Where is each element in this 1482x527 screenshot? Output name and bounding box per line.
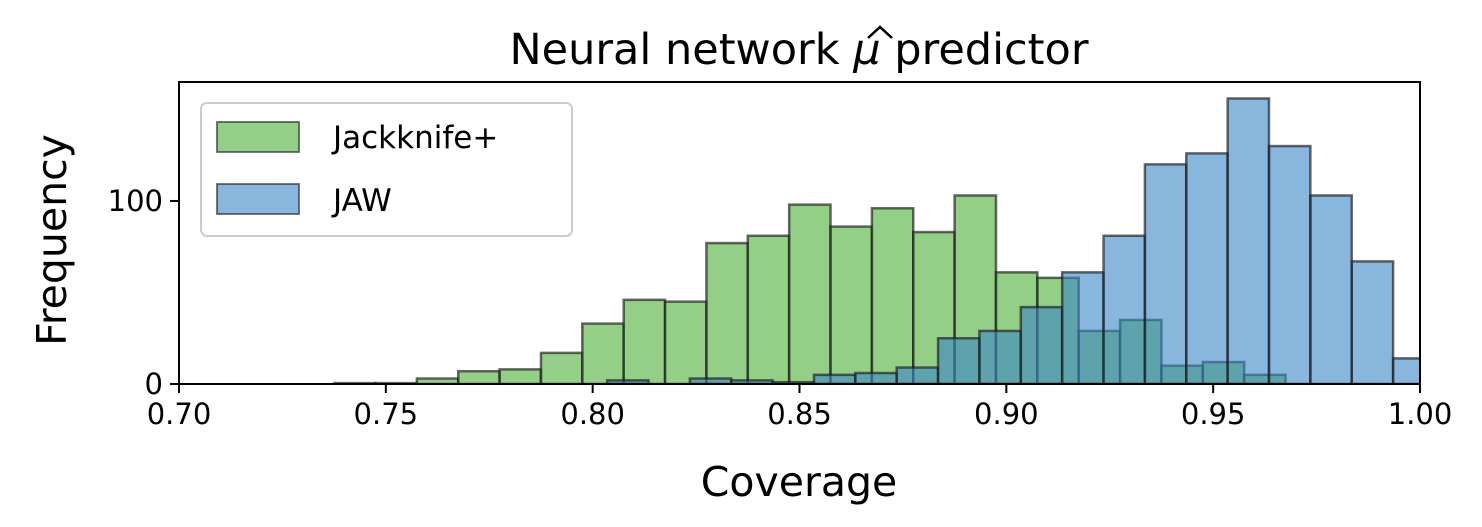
chart-title-before: Neural network [509, 25, 853, 75]
jackknife-bar-6 [581, 322, 625, 384]
jackknife-bar-8 [663, 300, 708, 384]
jaw-bar-7 [936, 336, 981, 384]
jackknife-bar-12 [829, 225, 874, 384]
jaw-bar-15 [1267, 144, 1312, 384]
jackknife-bar-4 [498, 368, 543, 384]
y-axis-ticks: 0 100 [108, 184, 179, 401]
legend-swatch-jackknife [216, 121, 300, 153]
chart-title-after: predictor [881, 25, 1089, 75]
series-jackknife-bars [332, 194, 1287, 384]
jaw-bar-12 [1143, 163, 1188, 384]
jaw-bar-13 [1185, 152, 1229, 384]
jackknife-bar-7 [622, 298, 667, 384]
x-tick-label: 0.75 [354, 397, 419, 431]
x-tick-label: 0.70 [147, 397, 212, 431]
jaw-bar-8 [978, 329, 1023, 384]
series-jaw-bars [605, 97, 1420, 384]
jackknife-bar-9 [705, 241, 750, 384]
y-tick-label: 0 [145, 367, 163, 401]
jaw-bar-18 [1391, 357, 1420, 384]
jaw-bar-5 [854, 371, 898, 384]
legend-label-jackknife: Jackknife+ [331, 120, 498, 156]
chart-title: Neural network μ predictor [509, 25, 1088, 75]
jaw-bar-4 [812, 373, 857, 384]
jackknife-bar-11 [787, 203, 832, 384]
jackknife-bar-5 [539, 351, 584, 384]
x-axis-title: Coverage [701, 458, 897, 506]
y-axis-title: Frequency [28, 134, 76, 346]
legend-label-jaw: JAW [331, 183, 392, 219]
jaw-bar-9 [1019, 305, 1064, 384]
jaw-bar-11 [1102, 234, 1147, 384]
jaw-bar-10 [1060, 271, 1105, 384]
jaw-bar-16 [1309, 194, 1353, 384]
jaw-bar-14 [1226, 97, 1271, 384]
y-tick-label: 100 [108, 184, 163, 218]
hat-accent [867, 25, 893, 39]
x-tick-label: 0.85 [767, 397, 832, 431]
x-tick-label: 0.80 [560, 397, 625, 431]
legend-swatch-jaw [216, 183, 300, 215]
jaw-bar-6 [895, 366, 940, 384]
jaw-bar-17 [1350, 260, 1395, 384]
x-tick-label: 0.90 [974, 397, 1039, 431]
jackknife-bar-10 [746, 234, 791, 384]
chart-title-symbol: μ [852, 25, 880, 75]
jackknife-bar-3 [456, 369, 501, 384]
x-axis-ticks: 0.70 0.75 0.80 0.85 0.90 0.95 1.00 [147, 384, 1453, 431]
legend: Jackknife+ JAW [200, 102, 573, 237]
jackknife-bar-13 [870, 207, 915, 384]
x-tick-label: 1.00 [1388, 397, 1453, 431]
x-tick-label: 0.95 [1181, 397, 1246, 431]
